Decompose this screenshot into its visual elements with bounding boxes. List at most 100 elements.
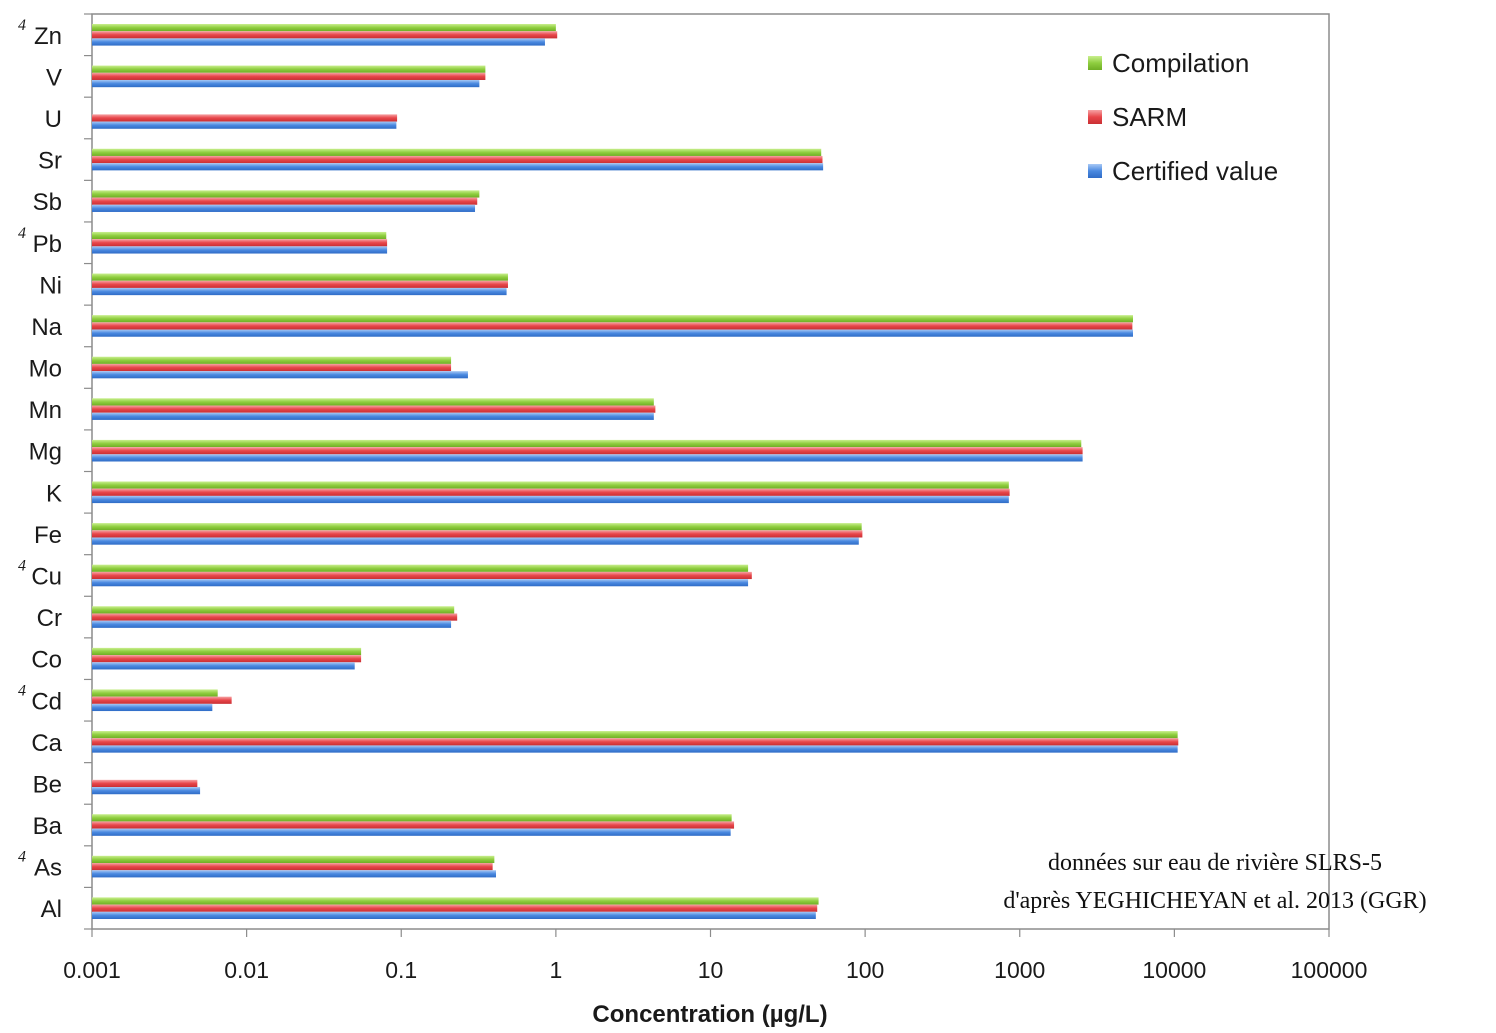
bar-zn-sarm — [92, 31, 558, 39]
bar-ca-compilation — [92, 731, 1178, 739]
flag-marker-as: 4 — [18, 849, 26, 866]
bar-mg-compilation — [92, 439, 1082, 448]
bar-co-sarm — [92, 655, 362, 663]
bar-cu-compilation — [92, 564, 749, 572]
bar-al-sarm — [92, 904, 818, 912]
annotation-line-2: d'après YEGHICHEYAN et al. 2013 (GGR) — [1003, 888, 1426, 914]
bar-sb-certified-value — [92, 204, 476, 212]
bar-sb-compilation — [92, 190, 480, 198]
category-label-fe: Fe — [34, 522, 62, 549]
bar-co-compilation — [92, 647, 362, 656]
category-label-mn: Mn — [29, 397, 62, 424]
x-axis-title: Concentration (µg/L) — [592, 1001, 827, 1028]
flag-marker-cu: 4 — [18, 557, 26, 574]
category-label-mg: Mg — [29, 439, 62, 466]
bar-fe-certified-value — [92, 537, 859, 545]
bar-mg-certified-value — [92, 454, 1083, 462]
bar-pb-sarm — [92, 239, 388, 247]
category-label-pb: Pb — [33, 231, 62, 258]
bar-mn-compilation — [92, 398, 654, 406]
category-label-sb: Sb — [33, 189, 62, 216]
category-label-mo: Mo — [29, 356, 62, 383]
category-label-cr: Cr — [37, 605, 62, 632]
category-label-cu: Cu — [31, 563, 62, 590]
bar-v-compilation — [92, 65, 486, 73]
bar-zn-certified-value — [92, 38, 545, 46]
legend-label-sarm: SARM — [1112, 102, 1187, 132]
category-label-ba: Ba — [33, 813, 63, 840]
category-label-zn: Zn — [34, 23, 62, 50]
bar-v-certified-value — [92, 79, 480, 88]
bar-sb-sarm — [92, 197, 478, 205]
ticks-layer — [84, 13, 1330, 937]
bar-zn-compilation — [92, 23, 556, 32]
flag-marker-pb: 4 — [18, 225, 26, 242]
flag-marker-cd: 4 — [18, 682, 26, 699]
bar-pb-compilation — [92, 231, 387, 240]
bar-be-sarm — [92, 779, 198, 788]
bar-v-sarm — [92, 72, 486, 80]
bar-fe-compilation — [92, 523, 862, 531]
bar-na-sarm — [92, 322, 1133, 330]
bar-u-sarm — [92, 114, 398, 122]
category-label-al: Al — [41, 896, 62, 923]
x-tick-label: 10000 — [1142, 957, 1206, 983]
bar-fe-sarm — [92, 530, 863, 538]
category-label-ca: Ca — [31, 730, 62, 757]
bar-k-sarm — [92, 488, 1010, 496]
category-label-sr: Sr — [38, 148, 62, 175]
bar-cd-certified-value — [92, 703, 213, 712]
bar-cu-certified-value — [92, 579, 749, 587]
bar-mo-sarm — [92, 363, 452, 372]
category-label-co: Co — [31, 647, 62, 674]
x-tick-label: 1000 — [994, 957, 1045, 983]
x-tick-label: 1 — [549, 957, 562, 983]
bar-cd-sarm — [92, 696, 232, 704]
bar-as-sarm — [92, 863, 493, 871]
bar-as-compilation — [92, 855, 495, 864]
bar-pb-certified-value — [92, 246, 388, 254]
bar-k-certified-value — [92, 495, 1009, 504]
category-label-k: K — [46, 480, 62, 507]
bar-ni-sarm — [92, 280, 508, 288]
bar-ni-compilation — [92, 273, 508, 281]
x-tick-label: 100000 — [1291, 957, 1368, 983]
bar-be-certified-value — [92, 787, 201, 795]
legend-swatch-certified-value — [1088, 164, 1102, 178]
bar-mo-compilation — [92, 356, 452, 364]
bar-sr-sarm — [92, 155, 823, 164]
bar-sr-compilation — [92, 148, 822, 156]
x-tick-label: 100 — [846, 957, 884, 983]
x-tick-label: 0.001 — [63, 957, 121, 983]
category-label-as: As — [34, 855, 62, 882]
bar-mg-sarm — [92, 447, 1083, 455]
bar-ba-compilation — [92, 814, 732, 822]
bar-na-compilation — [92, 315, 1133, 323]
labels-layer: Zn 4 VU Sr Sb Pb 4 Ni Na Mo Mn Mg K Fe Cu 4 Cr Co Cd 4 Ca Be B… — [18, 17, 1367, 983]
category-label-ni: Ni — [39, 272, 62, 299]
bar-ca-sarm — [92, 738, 1179, 746]
legend-swatch-compilation — [1088, 56, 1102, 70]
x-tick-label: 0.01 — [224, 957, 269, 983]
bar-u-certified-value — [92, 121, 397, 129]
bar-na-certified-value — [92, 329, 1133, 337]
bar-ba-sarm — [92, 821, 735, 829]
bar-mn-sarm — [92, 405, 656, 413]
x-tick-label: 0.1 — [385, 957, 417, 983]
bar-cu-sarm — [92, 571, 752, 580]
annotation-line-1: données sur eau de rivière SLRS-5 — [1048, 850, 1382, 876]
bar-cd-compilation — [92, 689, 218, 697]
bar-k-compilation — [92, 481, 1009, 489]
category-label-na: Na — [31, 314, 62, 341]
category-label-cd: Cd — [31, 688, 62, 715]
bar-ba-certified-value — [92, 828, 731, 836]
flag-marker-zn: 4 — [18, 17, 26, 34]
bar-al-compilation — [92, 897, 819, 905]
bar-ni-certified-value — [92, 287, 507, 296]
x-tick-label: 10 — [698, 957, 724, 983]
category-label-u: U — [45, 106, 62, 133]
bar-co-certified-value — [92, 662, 355, 670]
category-label-v: V — [46, 64, 62, 91]
bar-mn-certified-value — [92, 412, 654, 420]
legend-swatch-sarm — [1088, 110, 1102, 124]
